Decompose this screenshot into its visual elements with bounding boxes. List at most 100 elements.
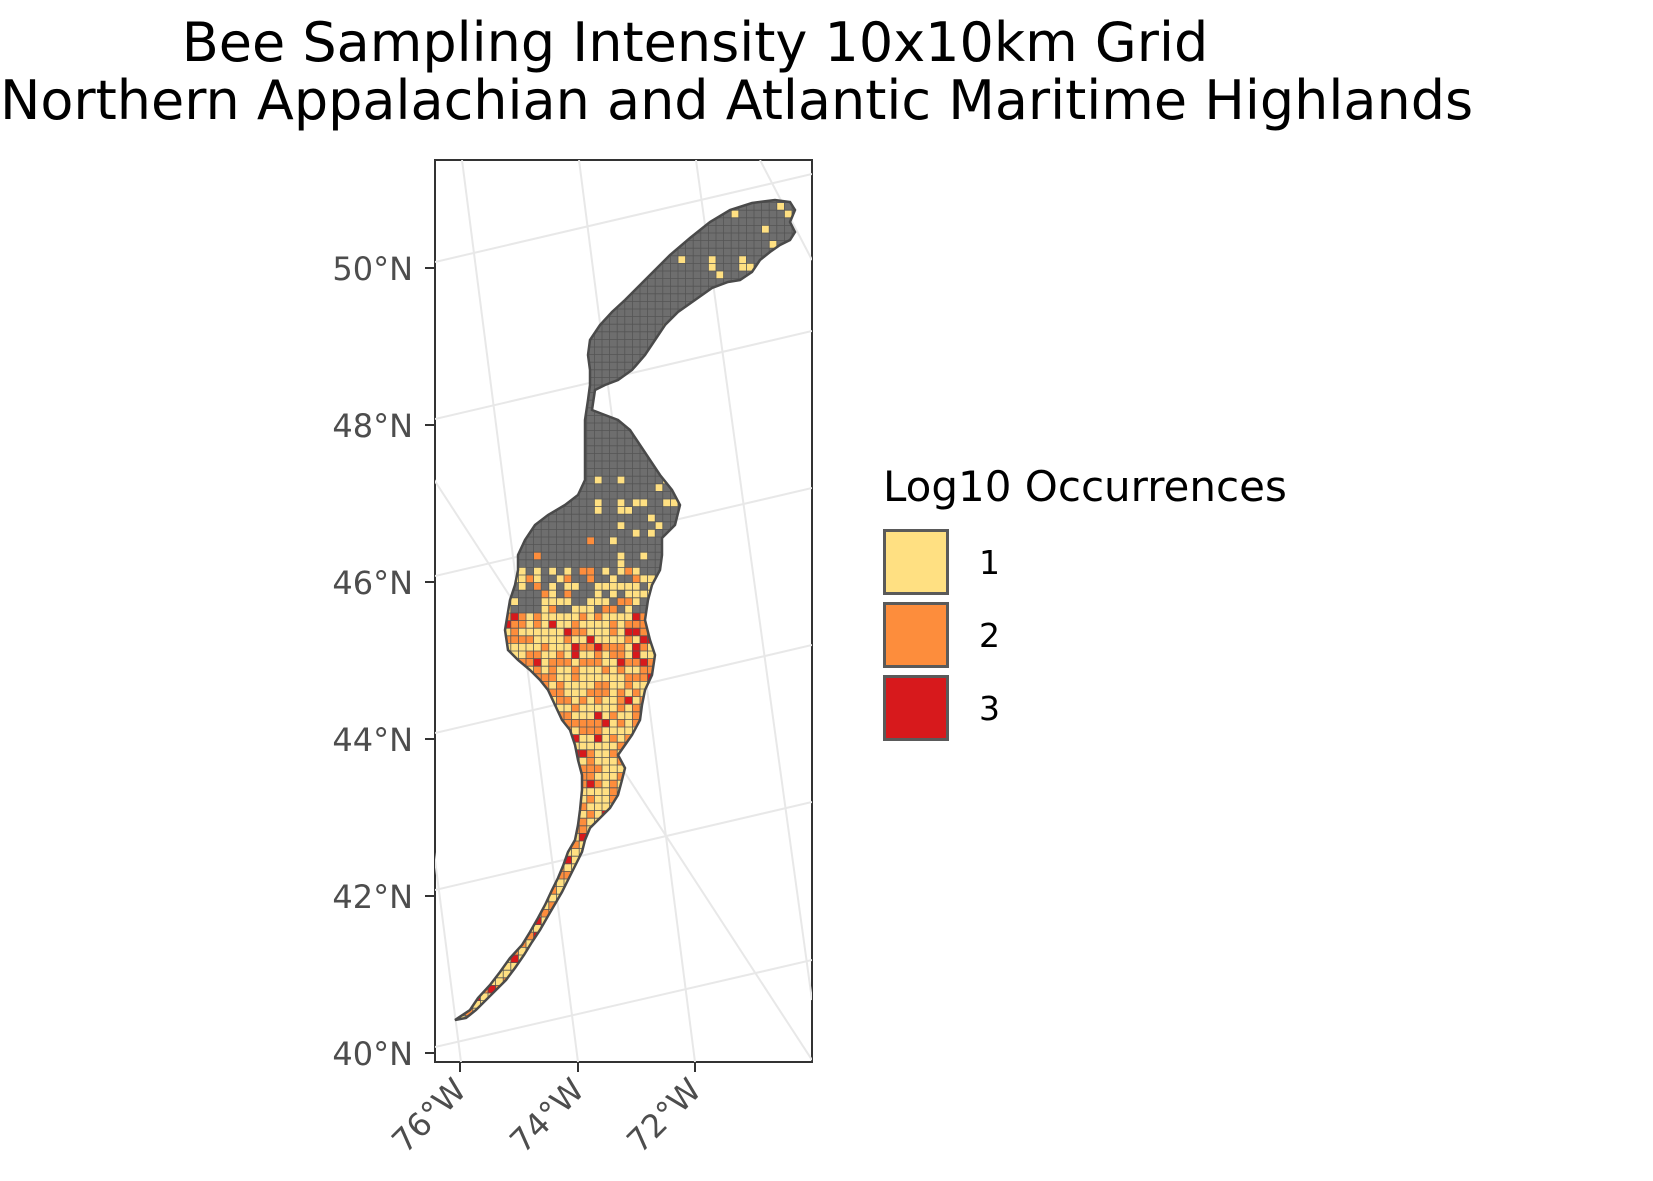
sampling-cell [632, 681, 640, 689]
sampling-cell [541, 605, 549, 613]
sampling-cell [556, 696, 564, 705]
sampling-cell [716, 271, 724, 279]
sampling-cell [564, 628, 572, 636]
sampling-cell [518, 620, 526, 629]
sampling-cell [624, 613, 633, 621]
sampling-cell [617, 666, 625, 674]
sampling-cell [518, 575, 526, 583]
sampling-cell [564, 711, 572, 720]
sampling-cell [579, 628, 587, 636]
legend: Log10 Occurrences 1 2 3 [883, 462, 1287, 748]
sampling-cell [609, 787, 618, 796]
sampling-cell [586, 567, 595, 575]
sampling-cell [624, 719, 633, 727]
sampling-cell [518, 651, 526, 659]
sampling-cell [617, 628, 625, 636]
sampling-cell [579, 803, 587, 811]
legend-swatch-2 [883, 602, 949, 668]
sampling-cell [472, 1000, 481, 1009]
sampling-cell [609, 772, 618, 781]
sampling-cell [586, 605, 595, 613]
sampling-cell [594, 597, 602, 606]
sampling-cell [579, 696, 587, 705]
sampling-cell [624, 635, 633, 644]
sampling-cell [518, 635, 526, 644]
x-tick-label: 74°W [502, 1071, 591, 1160]
sampling-cell [586, 810, 595, 819]
sampling-cell [548, 673, 557, 682]
sampling-cell [602, 658, 610, 667]
sampling-cell [602, 757, 610, 765]
sampling-cell [594, 613, 602, 621]
y-axis: 50°N 48°N 46°N 44°N 42°N 40°N [332, 250, 435, 1073]
sampling-cell [533, 924, 542, 933]
sampling-cell [510, 597, 519, 606]
y-tick-label: 46°N [332, 564, 413, 602]
sampling-cell [662, 499, 671, 507]
sampling-cell [594, 476, 602, 484]
sampling-cell [571, 689, 580, 697]
sampling-cell [556, 643, 564, 651]
sampling-cell [594, 628, 602, 636]
sampling-cell [609, 575, 618, 583]
sampling-cell [617, 689, 625, 697]
sampling-cell [624, 666, 633, 674]
sampling-cell [594, 681, 602, 689]
sampling-cell [541, 643, 549, 651]
sampling-cell [579, 704, 587, 712]
sampling-cell [602, 719, 610, 727]
sampling-cell [609, 765, 618, 773]
sampling-cell [602, 803, 610, 811]
sampling-cell [586, 803, 595, 811]
sampling-cell [609, 666, 618, 674]
sampling-cell [571, 681, 580, 689]
sampling-cell [556, 666, 564, 674]
sampling-cell [564, 863, 572, 872]
sampling-cell [571, 711, 580, 720]
sampling-cell [632, 529, 640, 537]
sampling-cell [564, 871, 572, 879]
sampling-cell [571, 734, 580, 743]
sampling-cell [571, 696, 580, 705]
sampling-cell [586, 666, 595, 674]
sampling-cell [632, 666, 640, 674]
sampling-cell [602, 681, 610, 689]
sampling-cell [518, 947, 526, 955]
sampling-cell [617, 711, 625, 720]
sampling-cell [548, 666, 557, 674]
sampling-cell [548, 894, 557, 902]
sampling-cell [640, 575, 648, 583]
sampling-cell [609, 620, 618, 629]
sampling-cell [548, 643, 557, 651]
sampling-cell [670, 499, 678, 507]
sampling-cell [526, 613, 534, 621]
y-tick-label: 44°N [332, 721, 413, 759]
legend-item: 1 [883, 529, 1287, 602]
sampling-cell [731, 210, 739, 218]
sampling-cell [533, 582, 542, 591]
sampling-cell [617, 476, 625, 484]
sampling-cell [564, 651, 572, 659]
sampling-cell [548, 901, 557, 910]
sampling-cell [632, 575, 640, 583]
sampling-cell [510, 651, 519, 659]
sampling-cell [602, 582, 610, 591]
sampling-cell [586, 651, 595, 659]
sampling-cell [526, 932, 534, 940]
sampling-cell [571, 658, 580, 667]
sampling-cell [586, 613, 595, 621]
sampling-cell [609, 689, 618, 697]
sampling-cell [738, 263, 747, 271]
sampling-cell [632, 567, 640, 575]
sampling-cell [602, 689, 610, 697]
sampling-cell [571, 719, 580, 727]
sampling-cell [586, 818, 595, 826]
sampling-cell [579, 795, 587, 803]
sampling-cell [602, 605, 610, 613]
sampling-cell [632, 689, 640, 697]
sampling-cell [548, 582, 557, 591]
sampling-cell [609, 719, 618, 727]
x-tick-label: 76°W [384, 1071, 473, 1160]
sampling-cell [594, 757, 602, 765]
y-tick-label: 42°N [332, 878, 413, 916]
